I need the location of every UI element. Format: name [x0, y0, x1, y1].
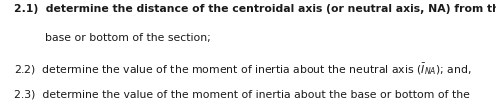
Text: 2.1)  determine the distance of the centroidal axis (or neutral axis, NA) from t: 2.1) determine the distance of the centr…	[14, 4, 496, 14]
Text: base or bottom of the section;: base or bottom of the section;	[45, 33, 211, 43]
Text: 2.3)  determine the value of the moment of inertia about the base or bottom of t: 2.3) determine the value of the moment o…	[14, 90, 470, 100]
Text: 2.2)  determine the value of the moment of inertia about the neutral axis ($\bar: 2.2) determine the value of the moment o…	[14, 61, 471, 77]
